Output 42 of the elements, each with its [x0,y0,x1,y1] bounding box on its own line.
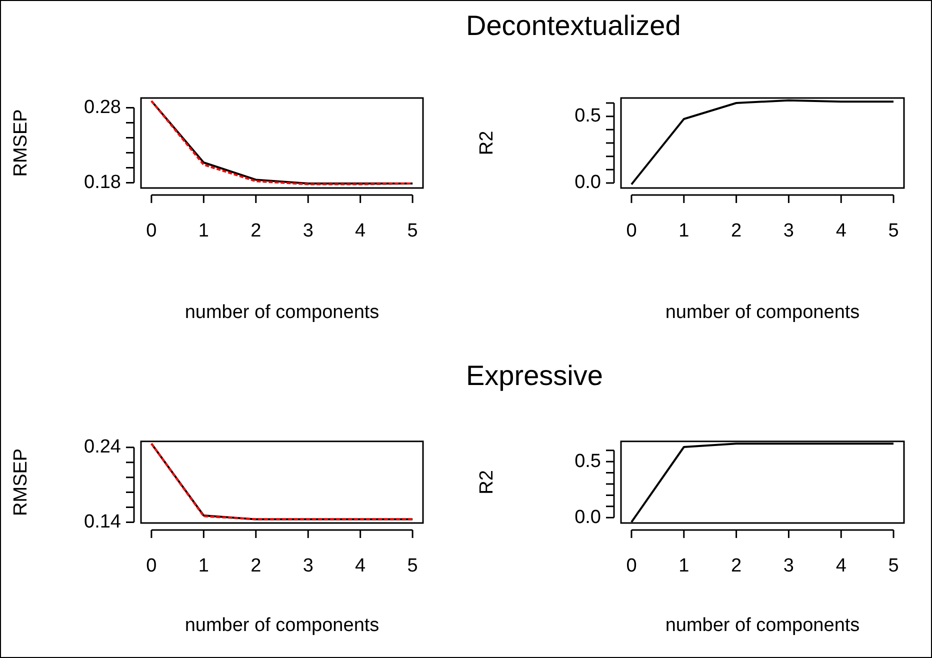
y-tick-label: 0.5 [574,106,601,127]
y-tick-label: 0.0 [574,506,601,528]
x-tick-label: 4 [355,556,366,577]
x-tick-label: 1 [198,556,209,577]
chart-title: Expressive [466,360,603,392]
y-tick-label: 0.0 [574,172,601,194]
y-tick-label: 0.14 [84,511,122,532]
x-tick-label: 2 [250,556,262,577]
x-tick-label: 2 [731,220,742,242]
y-tick-label: 0.28 [84,96,121,118]
x-tick-label: 3 [783,556,794,577]
x-tick-label: 1 [198,220,209,242]
x-tick-label: 0 [626,556,637,577]
x-tick-label: 4 [355,220,366,242]
x-tick-label: 3 [783,220,794,242]
x-tick-label: 5 [888,556,899,577]
x-tick-label: 1 [678,556,690,577]
y-tick-label: 0.18 [84,172,121,193]
x-tick-label: 5 [888,220,899,242]
y-axis-title: R2 [476,130,498,156]
y-axis-title: RMSEP [10,448,32,516]
x-tick-label: 0 [146,556,157,577]
x-tick-label: 3 [302,220,314,242]
x-tick-label: 5 [407,220,418,242]
x-axis-title: number of components [184,302,380,323]
x-tick-label: 0 [626,220,637,242]
x-tick-label: 5 [407,556,418,577]
x-tick-label: 3 [302,556,314,577]
y-tick-label: 0.24 [84,436,122,458]
y-axis-title: RMSEP [10,109,32,177]
x-axis-title: number of components [184,614,380,636]
x-tick-label: 1 [678,220,690,242]
x-tick-label: 2 [731,556,742,577]
x-axis-title: number of components [665,614,860,636]
chart-title: Decontextualized [466,10,681,42]
y-tick-label: 0.5 [574,450,601,472]
x-tick-label: 4 [836,220,847,242]
x-tick-label: 2 [250,220,262,242]
x-axis-title: number of components [665,302,860,323]
y-axis-title: R2 [476,470,498,494]
x-tick-label: 0 [146,220,157,242]
x-tick-label: 4 [836,556,847,577]
